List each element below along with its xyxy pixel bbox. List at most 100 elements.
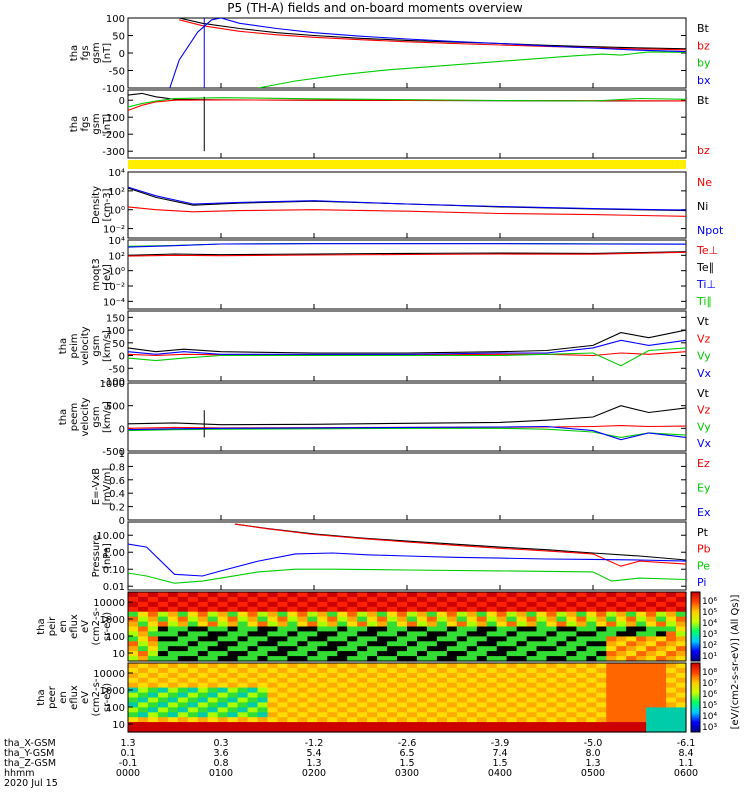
spectrogram-cell — [317, 596, 328, 603]
spectrogram-cell — [157, 596, 169, 603]
spectrogram-cell — [217, 626, 229, 632]
spectrogram-cell — [267, 656, 279, 662]
spectrogram-cell — [496, 592, 508, 598]
spectrogram-cell — [287, 592, 298, 598]
spectrogram-cell — [546, 596, 558, 603]
legend-entry: Ey — [697, 482, 711, 495]
spectrogram-cell — [417, 636, 428, 642]
spectrogram-cell — [187, 697, 199, 703]
spectrogram-cell — [526, 712, 538, 718]
spectrogram-cell — [676, 646, 687, 652]
spectrogram-cell — [227, 646, 239, 652]
spectrogram-cell — [227, 667, 239, 674]
spectrogram-cell — [576, 702, 587, 708]
spectrogram-cell — [257, 707, 269, 713]
legend-entry: Ti⊥ — [696, 278, 716, 291]
spectrogram-cell — [656, 687, 667, 694]
spectrogram-cell — [397, 677, 408, 684]
spectrogram-cell — [566, 592, 577, 598]
series-line-Te⊥ — [128, 251, 686, 257]
spectrogram-cell — [466, 707, 478, 713]
spectrogram-cell — [187, 707, 199, 713]
spectrogram-cell — [297, 646, 308, 652]
spectrogram-cell — [626, 722, 637, 728]
tick-label: 10² — [108, 251, 125, 262]
spectrogram-cell — [297, 687, 308, 694]
spectrogram-cell — [407, 697, 418, 703]
spectrogram-cell — [337, 667, 348, 674]
spectrogram-cell — [526, 606, 538, 613]
spectrogram-cell — [486, 641, 498, 647]
spectrogram-cell — [586, 663, 597, 669]
spectrogram-cell — [496, 651, 508, 657]
spectrogram-cell — [297, 616, 308, 623]
spectrogram-cell — [138, 626, 149, 632]
spectrogram-cell — [397, 596, 408, 603]
spectrogram-cell — [436, 667, 448, 674]
spectrogram-cell — [377, 667, 388, 674]
spectrogram-cell — [177, 656, 189, 662]
series-line-Vx — [128, 425, 686, 441]
spectrogram-cell — [476, 682, 488, 689]
spectrogram-cell — [417, 687, 428, 694]
spectrogram-cell — [596, 636, 607, 642]
spectrogram-cell — [606, 672, 617, 679]
spectrogram-cell — [257, 663, 269, 669]
spectrogram-cell — [656, 656, 667, 662]
spectrogram-cell — [576, 722, 587, 728]
spectrogram-cell — [367, 682, 378, 689]
spectrogram-cell — [417, 697, 428, 703]
spectrogram-cell — [327, 667, 338, 674]
spectrogram-cell — [177, 682, 189, 689]
series-line-Pe — [128, 568, 686, 584]
xaxis-tick-value: 5.4 — [306, 748, 321, 759]
series-line-bx — [169, 18, 686, 88]
tick-label: 1 — [119, 449, 125, 460]
spectrogram-cell — [317, 672, 328, 679]
colorbar-tick: 10⁵ — [702, 608, 717, 618]
spectrogram-cell — [536, 611, 548, 618]
spectrogram-cell — [247, 717, 259, 723]
colorbar-tick: 10³ — [702, 630, 717, 640]
spectrogram-cell — [546, 692, 558, 699]
spectrogram-cell — [377, 656, 388, 662]
legend-entry: Bt — [697, 22, 710, 35]
spectrogram-cell — [397, 707, 408, 713]
xaxis-tick-value: 0600 — [674, 768, 698, 779]
spectrogram-cell — [207, 592, 219, 598]
legend-entry: bx — [697, 74, 711, 87]
spectrogram-cell — [367, 707, 378, 713]
spectrogram-cell — [546, 727, 558, 733]
spectrogram-cell — [676, 626, 687, 632]
spectrogram-cell — [476, 606, 488, 613]
spectrogram-cell — [207, 697, 219, 703]
spectrogram-cell — [367, 677, 378, 684]
spectrogram-cell — [197, 596, 209, 603]
colorbar-tick: 10² — [702, 641, 717, 651]
spectrogram-cell — [606, 677, 617, 684]
spectrogram-cell — [536, 717, 548, 723]
spectrogram-cell — [526, 626, 538, 632]
spectrogram-cell — [138, 606, 149, 613]
spectrogram-cell — [636, 651, 647, 657]
spectrogram-cell — [227, 631, 239, 637]
spectrogram-cell — [138, 677, 149, 684]
spectrogram-cell — [506, 722, 518, 728]
spectrogram-cell — [426, 727, 438, 733]
spectrogram-cell — [177, 707, 189, 713]
spectrogram-cell — [556, 641, 568, 647]
spectrogram-cell — [367, 667, 378, 674]
spectrogram-cell — [586, 636, 597, 642]
spectrogram-cell — [546, 636, 558, 642]
spectrogram-cell — [377, 727, 388, 733]
spectrogram-cell — [646, 621, 657, 628]
spectrogram-cell — [227, 712, 239, 718]
spectrogram-cell — [436, 707, 448, 713]
spectrogram-cell — [596, 626, 607, 632]
spectrogram-cell — [287, 641, 298, 647]
spectrogram-cell — [636, 727, 647, 733]
spectrogram-cell — [417, 641, 428, 647]
spectrogram-cell — [327, 697, 338, 703]
spectrogram-cell — [566, 667, 577, 674]
spectrogram-cell — [676, 687, 687, 694]
